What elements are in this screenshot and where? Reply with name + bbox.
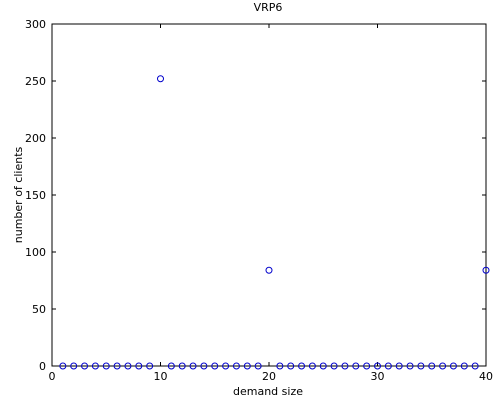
data-point-0-23	[308, 362, 316, 370]
y-tick-label-4: 200	[25, 132, 46, 145]
data-point-0-22	[298, 362, 306, 370]
data-point-0-26	[341, 362, 349, 370]
data-point-0-14	[211, 362, 219, 370]
data-point-0-18	[254, 362, 262, 370]
data-point-0-27	[352, 362, 360, 370]
data-point-0-4	[102, 362, 110, 370]
data-point-0-37	[460, 362, 468, 370]
x-tick-label-2: 20	[262, 370, 276, 383]
y-tick-label-6: 300	[25, 18, 46, 31]
data-point-0-6	[124, 362, 132, 370]
data-point-0-9	[157, 75, 164, 83]
x-axis-label: demand size	[233, 385, 303, 398]
plot-frame	[51, 23, 487, 367]
data-point-0-33	[417, 362, 425, 370]
y-tick-label-1: 50	[32, 303, 46, 316]
data-point-0-16	[232, 362, 240, 370]
y-tick-label-3: 150	[25, 189, 46, 202]
data-point-0-1	[70, 362, 78, 370]
y-tick-label-2: 100	[25, 246, 46, 259]
data-point-0-17	[243, 362, 251, 370]
data-point-0-3	[91, 362, 99, 370]
data-point-0-34	[428, 362, 436, 370]
data-point-0-35	[439, 362, 447, 370]
data-point-0-29	[374, 362, 381, 370]
x-tick-label-1: 10	[154, 370, 168, 383]
y-tick-label-0: 0	[39, 360, 46, 373]
data-point-0-38	[471, 362, 479, 370]
y-axis-label: number of clients	[12, 147, 25, 244]
data-point-0-36	[449, 362, 457, 370]
data-point-0-25	[330, 362, 338, 370]
x-tick-label-3: 30	[371, 370, 385, 383]
data-point-0-39	[482, 266, 490, 274]
data-point-0-21	[287, 362, 295, 370]
data-point-0-8	[146, 362, 154, 370]
chart-title: VRP6	[254, 1, 283, 14]
data-point-0-31	[395, 362, 403, 370]
x-tick-label-4: 40	[479, 370, 493, 383]
data-point-0-7	[135, 362, 143, 370]
data-point-0-11	[178, 362, 186, 370]
data-point-0-32	[406, 362, 414, 370]
data-point-0-10	[167, 362, 175, 370]
data-point-0-20	[276, 362, 284, 370]
x-tick-label-0: 0	[49, 370, 56, 383]
y-tick-label-5: 250	[25, 75, 46, 88]
data-point-0-0	[59, 362, 67, 370]
plot-area: 0 10 20 30 40 0 50 100 150 200 250 300	[25, 18, 493, 383]
data-point-0-2	[81, 362, 89, 370]
data-point-0-24	[319, 362, 327, 370]
data-point-0-19	[265, 266, 273, 274]
data-point-0-12	[189, 362, 197, 370]
data-point-0-5	[113, 362, 121, 370]
data-point-0-30	[384, 362, 392, 370]
data-point-0-13	[200, 362, 208, 370]
data-point-0-28	[363, 362, 371, 370]
data-point-0-15	[222, 362, 230, 370]
